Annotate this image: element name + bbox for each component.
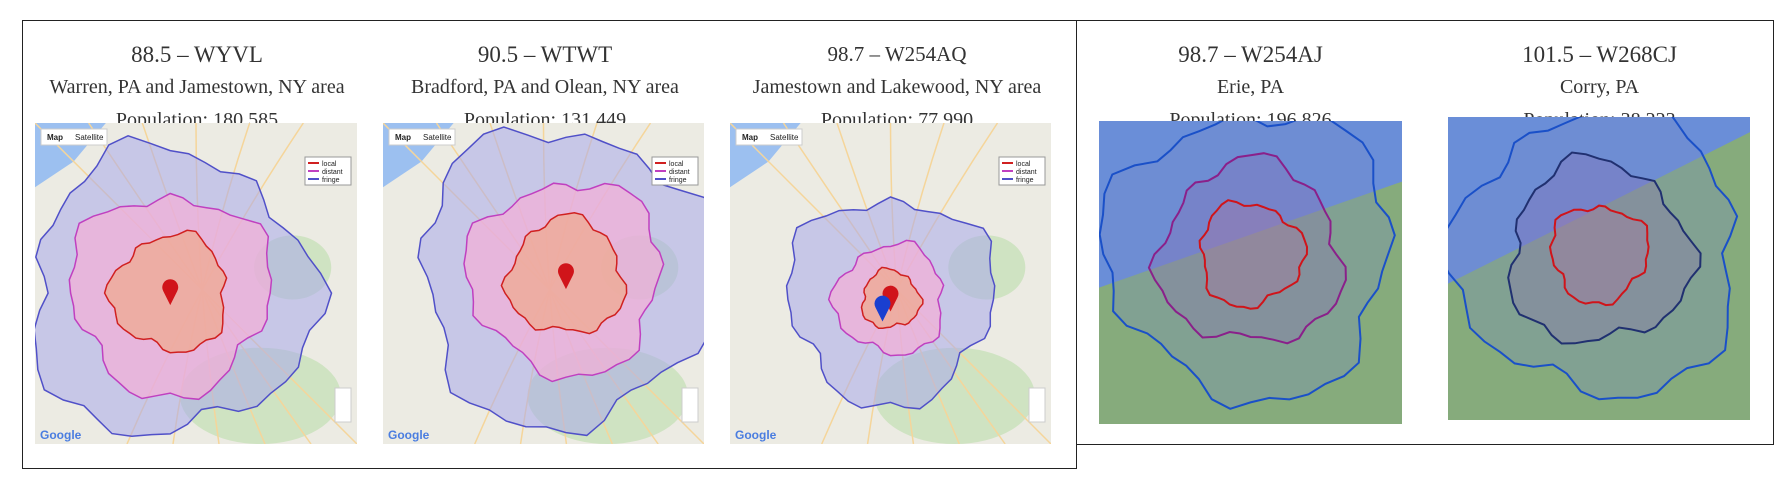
zoom-control bbox=[334, 387, 352, 423]
map-logo: Google bbox=[388, 428, 430, 442]
lake bbox=[1099, 121, 1402, 288]
map-button[interactable]: Satellite bbox=[770, 133, 799, 142]
zoom-control bbox=[681, 387, 699, 423]
legend-label: distant bbox=[669, 169, 690, 176]
cell-area: Bradford, PA and Olean, NY area bbox=[411, 76, 679, 98]
cell-area: Jamestown and Lakewood, NY area bbox=[752, 76, 1042, 98]
map-buttons bbox=[388, 128, 456, 146]
fringe-area bbox=[1448, 117, 1739, 401]
legend-label: local bbox=[1016, 161, 1031, 168]
zoom-control bbox=[1028, 387, 1046, 423]
cell-title: 90.5 – WTWT bbox=[477, 42, 613, 67]
map-button[interactable]: Satellite bbox=[423, 133, 452, 142]
map-button[interactable]: Map bbox=[47, 133, 63, 142]
cell-area: Erie, PA bbox=[1216, 76, 1285, 98]
marker bbox=[162, 279, 179, 306]
cell-title: 88.5 – WYVL bbox=[131, 42, 263, 67]
coverage-map bbox=[1448, 117, 1750, 420]
cell-title: 98.7 – W254AQ bbox=[827, 42, 967, 66]
map-buttons bbox=[40, 128, 108, 146]
map-logo: Google bbox=[40, 428, 82, 442]
cell-title: 98.7 – W254AJ bbox=[1178, 42, 1323, 67]
map-button[interactable]: Satellite bbox=[75, 133, 104, 142]
fringe-area bbox=[1099, 121, 1396, 410]
distant-area bbox=[1507, 151, 1702, 345]
legend-label: fringe bbox=[1016, 177, 1034, 184]
legend-label: distant bbox=[322, 169, 343, 176]
legend-label: distant bbox=[1016, 169, 1037, 176]
cell-title: 101.5 – W268CJ bbox=[1522, 42, 1677, 67]
marker bbox=[882, 285, 899, 312]
map-buttons bbox=[735, 128, 803, 146]
map-button[interactable]: Map bbox=[742, 133, 758, 142]
lake bbox=[1448, 117, 1750, 284]
table-right bbox=[1076, 20, 1774, 445]
marker bbox=[557, 263, 574, 290]
legend-label: fringe bbox=[669, 177, 687, 184]
distant-area bbox=[1147, 152, 1347, 345]
legend-label: local bbox=[322, 161, 337, 168]
cell-area: Corry, PA bbox=[1559, 76, 1640, 98]
legend-label: fringe bbox=[322, 177, 340, 184]
local-area bbox=[1548, 204, 1650, 307]
local-area bbox=[1198, 199, 1309, 310]
marker bbox=[874, 295, 891, 322]
map-logo: Google bbox=[735, 428, 777, 442]
cell-area: Warren, PA and Jamestown, NY area bbox=[49, 76, 345, 98]
legend-label: local bbox=[669, 161, 684, 168]
map-button[interactable]: Map bbox=[395, 133, 411, 142]
coverage-map bbox=[1099, 121, 1402, 424]
